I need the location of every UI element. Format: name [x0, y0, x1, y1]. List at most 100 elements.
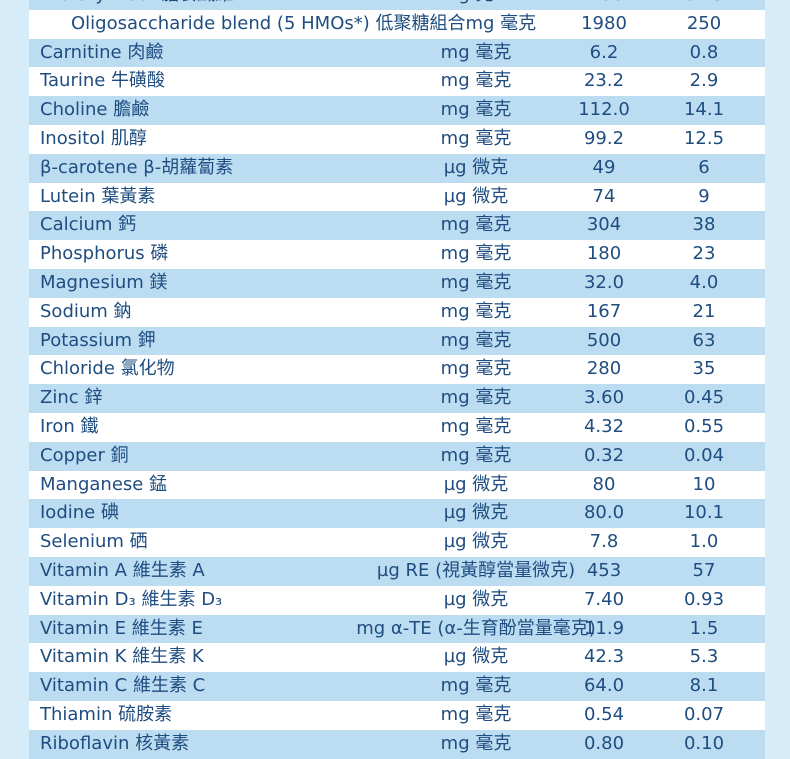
table-row: Choline 膽鹼 mg 毫克 112.0 14.1 [29, 96, 765, 125]
value-per-serving: 23 [692, 243, 716, 265]
table-row: Manganese 錳 µg 微克 80 10 [29, 470, 765, 500]
table-row: Iron 鐵 mg 毫克 4.32 0.55 [29, 412, 765, 442]
table-row: β-carotene β-胡蘿蔔素 µg 微克 49 6 [29, 153, 765, 183]
value-per-100g: 23.2 [583, 70, 625, 92]
value-per-100g: 32.0 [583, 271, 625, 293]
nutrient-unit: µg 微克 [443, 502, 509, 524]
value-per-100g: 64.0 [583, 675, 625, 697]
value-per-serving: 38 [692, 214, 716, 236]
value-per-100g: 49 [592, 156, 616, 178]
value-per-100g: 500 [586, 329, 622, 351]
value-per-serving: 0.45 [683, 387, 725, 409]
table-row: Lutein 葉黃素 µg 微克 74 9 [29, 182, 765, 212]
value-per-100g: 7.40 [583, 588, 625, 610]
nutrient-unit: mg 毫克 [440, 271, 512, 293]
value-per-serving: 1.5 [689, 617, 719, 639]
nutrient-unit: mg 毫克 [440, 41, 512, 63]
table-row: Carnitine 肉鹼 mg 毫克 6.2 0.8 [29, 38, 765, 68]
nutrient-unit: µg 微克 [443, 646, 509, 668]
value-per-100g: 6.2 [589, 41, 619, 63]
value-per-100g: 453 [586, 559, 622, 581]
value-per-serving: 0.25 [654, 0, 754, 10]
nutrient-unit: mg 毫克 [440, 444, 512, 466]
value-per-100g: 80.0 [583, 502, 625, 524]
nutrient-name: Vitamin D₃ 維生素 D₃ [40, 588, 223, 610]
table-row: Chloride 氯化物 mg 毫克 280 35 [29, 355, 765, 385]
table-row: Iodine 碘 µg 微克 80.0 10.1 [29, 499, 765, 529]
nutrient-unit: mg 毫克 [440, 127, 512, 149]
nutrient-name: Manganese 錳 [40, 473, 168, 495]
nutrient-name: Iodine 碘 [40, 502, 119, 524]
value-per-100g: 42.3 [583, 646, 625, 668]
table-row: Potassium 鉀 mg 毫克 500 63 [29, 326, 765, 356]
nutrient-name: Sodium 鈉 [40, 300, 132, 322]
nutrient-unit: µg 微克 [443, 588, 509, 610]
table-row: Vitamin E 維生素 E mg α-TE (α-生育酚當量毫克) 11.9 1.… [29, 614, 765, 644]
nutrient-unit: mg 毫克 [440, 703, 512, 725]
nutrient-name: Thiamin 硫胺素 [40, 703, 173, 725]
value-per-serving: 12.5 [683, 127, 725, 149]
value-per-100g: 7.8 [589, 531, 619, 553]
value-per-100g: 0.54 [583, 703, 625, 725]
value-per-serving: 1.0 [689, 531, 719, 553]
nutrient-unit: mg 毫克 [440, 329, 512, 351]
table-row: Sodium 鈉 mg 毫克 167 21 [29, 297, 765, 327]
value-per-100g: 304 [586, 214, 622, 236]
nutrient-name: Iron 鐵 [40, 415, 99, 437]
table-row: Inositol 肌醇 mg 毫克 99.2 12.5 [29, 124, 765, 154]
nutrient-name: Riboflavin 核黃素 [40, 732, 190, 754]
nutrient-name: Vitamin K 維生素 K [40, 646, 204, 668]
nutrient-name: Taurine 牛磺酸 [40, 70, 166, 92]
value-per-serving: 5.3 [689, 646, 719, 668]
nutrient-unit: µg 微克 [443, 531, 509, 553]
nutrient-unit: mg 毫克 [440, 387, 512, 409]
nutrient-name: Potassium 鉀 [40, 329, 156, 351]
nutrient-unit: mg 毫克 [440, 675, 512, 697]
table-row: Phosphorus 磷 mg 毫克 180 23 [29, 240, 765, 269]
value-per-100g: 4.32 [583, 415, 625, 437]
value-per-serving: 9 [698, 185, 710, 207]
value-per-serving: 0.07 [683, 703, 725, 725]
value-per-100g: 3.60 [583, 387, 625, 409]
value-per-serving: 10.1 [683, 502, 725, 524]
value-per-100g: 280 [586, 358, 622, 380]
table-row: Magnesium 鎂 mg 毫克 32.0 4.0 [29, 268, 765, 298]
table-row: Dietary Fiber 膳食纖維 g 克1.980.25 [29, 0, 765, 10]
value-per-serving: 6 [698, 156, 710, 178]
value-per-serving: 10 [692, 473, 716, 495]
nutrient-unit: mg α-TE (α-生育酚當量毫克) [356, 617, 596, 639]
table-row: Selenium 硒 µg 微克 7.8 1.0 [29, 528, 765, 557]
table-row: Zinc 鋅 mg 毫克 3.60 0.45 [29, 384, 765, 413]
value-per-serving: 0.93 [683, 588, 725, 610]
nutrient-name: Oligosaccharide blend (5 HMOs*) 低聚糖組合mg … [71, 12, 537, 34]
value-per-serving: 0.10 [683, 732, 725, 754]
table-row: Taurine 牛磺酸 mg 毫克 23.2 2.9 [29, 67, 765, 97]
nutrient-name: Lutein 葉黃素 [40, 185, 156, 207]
table-row: Copper 銅 mg 毫克 0.32 0.04 [29, 441, 765, 471]
value-per-100g: 80 [592, 473, 616, 495]
value-per-serving: 35 [692, 358, 716, 380]
nutrient-unit: µg RE (視黃醇當量微克) [376, 559, 576, 581]
value-per-serving: 4.0 [689, 271, 719, 293]
nutrient-name: β-carotene β-胡蘿蔔素 [40, 156, 234, 178]
value-per-100g: 112.0 [578, 99, 630, 121]
nutrient-unit: mg 毫克 [440, 300, 512, 322]
value-per-100g: 99.2 [583, 127, 625, 149]
nutrient-name: Vitamin E 維生素 E [40, 617, 203, 639]
nutrient-unit: µg 微克 [443, 473, 509, 495]
value-per-100g: 1.98 [554, 0, 654, 10]
nutrient-name: Vitamin A 維生素 A [40, 559, 205, 581]
value-per-100g: 180 [586, 243, 622, 265]
nutrient-name: Phosphorus 磷 [40, 243, 169, 265]
nutrient-name: Zinc 鋅 [40, 387, 103, 409]
nutrient-unit: g 克 [341, 0, 611, 10]
nutrient-unit: µg 微克 [443, 185, 509, 207]
table-row: Calcium 鈣 mg 毫克 304 38 [29, 211, 765, 241]
table-row: Oligosaccharide blend (5 HMOs*) 低聚糖組合mg … [29, 9, 765, 39]
nutrient-unit: µg 微克 [443, 156, 509, 178]
nutrient-unit: mg 毫克 [440, 214, 512, 236]
value-per-serving: 0.8 [689, 41, 719, 63]
nutrition-table: Dietary Fiber 膳食纖維 g 克1.980.25 Oligosaccha… [29, 0, 765, 759]
value-per-100g: 167 [586, 300, 622, 322]
nutrient-unit: mg 毫克 [440, 70, 512, 92]
